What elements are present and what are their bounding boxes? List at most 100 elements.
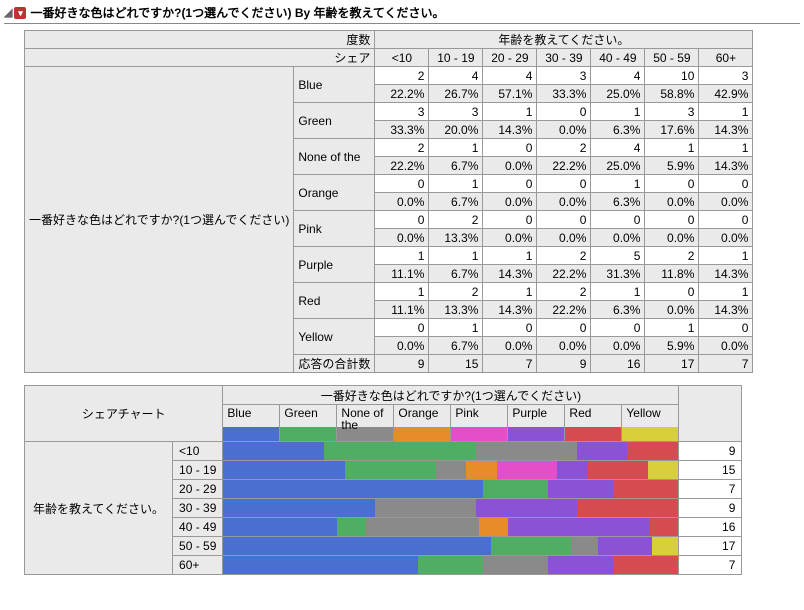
count-cell: 0 bbox=[537, 103, 591, 121]
row-label: Red bbox=[294, 283, 375, 319]
sharechart-row-total: 9 bbox=[679, 499, 742, 518]
bar-segment bbox=[466, 461, 496, 479]
count-cell: 0 bbox=[699, 211, 753, 229]
bar-segment bbox=[613, 556, 678, 574]
count-cell: 5 bbox=[591, 247, 645, 265]
row-label: Pink bbox=[294, 211, 375, 247]
share-cell: 0.0% bbox=[375, 193, 429, 211]
sharechart-row-label: <10 bbox=[173, 442, 223, 461]
legend-cell: Blue bbox=[223, 405, 280, 442]
bar-segment bbox=[588, 461, 648, 479]
count-cell: 1 bbox=[375, 283, 429, 301]
count-cell: 3 bbox=[375, 103, 429, 121]
share-cell: 14.3% bbox=[699, 301, 753, 319]
sharechart-row-total: 17 bbox=[679, 537, 742, 556]
count-cell: 2 bbox=[537, 247, 591, 265]
count-cell: 0 bbox=[645, 175, 699, 193]
count-cell: 0 bbox=[375, 211, 429, 229]
count-cell: 1 bbox=[483, 247, 537, 265]
row-label: Yellow bbox=[294, 319, 375, 355]
column-header: 20 - 29 bbox=[483, 49, 537, 67]
count-cell: 0 bbox=[699, 319, 753, 337]
share-chart-table: シェアチャート一番好きな色はどれですか?(1つ選んでください)BlueGreen… bbox=[24, 385, 742, 575]
share-cell: 0.0% bbox=[483, 157, 537, 175]
bar-segment bbox=[418, 556, 483, 574]
bar-segment bbox=[508, 518, 650, 536]
legend-swatch bbox=[565, 427, 621, 441]
totals-label: 応答の合計数 bbox=[294, 355, 375, 373]
count-cell: 0 bbox=[375, 175, 429, 193]
sharechart-total-header bbox=[679, 386, 742, 442]
share-cell: 11.1% bbox=[375, 265, 429, 283]
legend-swatch bbox=[508, 427, 564, 441]
sharechart-row-label: 50 - 59 bbox=[173, 537, 223, 556]
legend-swatch bbox=[280, 427, 336, 441]
count-cell: 1 bbox=[591, 175, 645, 193]
share-cell: 0.0% bbox=[375, 337, 429, 355]
total-cell: 15 bbox=[429, 355, 483, 373]
count-cell: 3 bbox=[429, 103, 483, 121]
total-cell: 17 bbox=[645, 355, 699, 373]
count-cell: 4 bbox=[429, 67, 483, 85]
count-cell: 0 bbox=[537, 211, 591, 229]
crosstab-table: 度数年齢を教えてください。シェア<1010 - 1920 - 2930 - 39… bbox=[24, 30, 753, 373]
sharechart-bar bbox=[223, 537, 679, 556]
count-cell: 1 bbox=[699, 283, 753, 301]
menu-dropdown-icon[interactable]: ▾ bbox=[14, 7, 26, 19]
share-cell: 20.0% bbox=[429, 121, 483, 139]
share-cell: 0.0% bbox=[537, 121, 591, 139]
bar-segment bbox=[483, 480, 548, 498]
share-cell: 0.0% bbox=[483, 337, 537, 355]
bar-segment bbox=[497, 461, 557, 479]
disclosure-triangle-icon[interactable]: ◢ bbox=[4, 6, 12, 19]
share-cell: 0.0% bbox=[645, 229, 699, 247]
bar-segment bbox=[223, 556, 418, 574]
legend-label: Pink bbox=[455, 407, 503, 419]
sharechart-bar bbox=[223, 480, 679, 499]
share-cell: 6.7% bbox=[429, 193, 483, 211]
legend-cell: Green bbox=[280, 405, 337, 442]
share-cell: 17.6% bbox=[645, 121, 699, 139]
count-cell: 0 bbox=[591, 211, 645, 229]
bar-segment bbox=[223, 480, 483, 498]
share-cell: 25.0% bbox=[591, 157, 645, 175]
sharechart-row-label: 10 - 19 bbox=[173, 461, 223, 480]
legend-swatch bbox=[394, 427, 450, 441]
legend-swatch bbox=[622, 427, 678, 441]
share-cell: 14.3% bbox=[699, 265, 753, 283]
bar-segment bbox=[436, 461, 466, 479]
share-cell: 6.7% bbox=[429, 157, 483, 175]
legend-swatch bbox=[223, 427, 279, 441]
share-cell: 13.3% bbox=[429, 229, 483, 247]
bar-segment bbox=[476, 442, 577, 460]
share-cell: 0.0% bbox=[591, 337, 645, 355]
count-cell: 1 bbox=[645, 139, 699, 157]
sharechart-row-label: 60+ bbox=[173, 556, 223, 575]
legend-label: Blue bbox=[227, 407, 275, 419]
sharechart-row-total: 9 bbox=[679, 442, 742, 461]
bar-segment bbox=[476, 499, 577, 517]
bar-segment bbox=[598, 537, 652, 555]
share-cell: 0.0% bbox=[375, 229, 429, 247]
bar-segment bbox=[571, 537, 598, 555]
column-header: 10 - 19 bbox=[429, 49, 483, 67]
share-cell: 0.0% bbox=[699, 337, 753, 355]
bar-segment bbox=[375, 499, 476, 517]
count-cell: 1 bbox=[591, 103, 645, 121]
legend-cell: Orange bbox=[394, 405, 451, 442]
share-cell: 57.1% bbox=[483, 85, 537, 103]
legend-label: Red bbox=[569, 407, 617, 419]
sharechart-row-total: 7 bbox=[679, 480, 742, 499]
sharechart-row-label: 30 - 39 bbox=[173, 499, 223, 518]
share-cell: 0.0% bbox=[699, 193, 753, 211]
count-cell: 1 bbox=[699, 247, 753, 265]
bar-segment bbox=[577, 442, 628, 460]
count-cell: 3 bbox=[537, 67, 591, 85]
count-cell: 1 bbox=[699, 139, 753, 157]
share-cell: 6.7% bbox=[429, 337, 483, 355]
bar-segment bbox=[652, 537, 679, 555]
share-cell: 33.3% bbox=[375, 121, 429, 139]
bar-segment bbox=[577, 499, 678, 517]
count-cell: 0 bbox=[483, 319, 537, 337]
count-cell: 2 bbox=[375, 139, 429, 157]
